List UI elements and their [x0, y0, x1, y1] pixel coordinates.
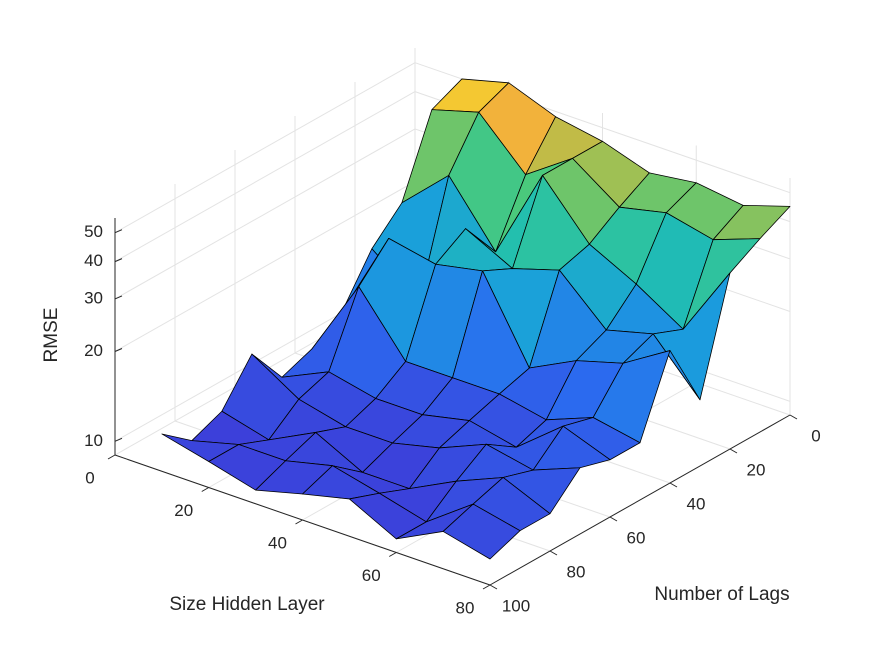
y-tick-label: 20 — [747, 460, 766, 479]
z-tick-label: 30 — [84, 288, 103, 307]
z-tick — [114, 229, 123, 234]
x-tick-label: 20 — [174, 501, 193, 520]
y-tick-label: 0 — [811, 426, 820, 445]
z-tick-label: 50 — [84, 222, 103, 241]
z-tick-label: 40 — [84, 251, 103, 270]
grid-line — [114, 181, 416, 352]
x-tick — [107, 454, 116, 460]
y-tick — [669, 482, 678, 488]
z-tick — [114, 258, 123, 263]
x-tick-label: 0 — [85, 468, 94, 487]
x-tick — [482, 584, 491, 590]
grid-line — [114, 128, 416, 300]
z-tick-label: 20 — [84, 341, 103, 360]
grid-line — [114, 91, 416, 263]
x-tick — [389, 552, 397, 557]
y-axis-label: Number of Lags — [654, 584, 789, 605]
z-axis-label: RMSE — [41, 308, 62, 363]
x-tick — [295, 519, 303, 525]
x-axis-label: Size Hidden Layer — [169, 594, 325, 615]
y-tick — [789, 414, 798, 420]
y-axis — [489, 414, 791, 586]
x-tick-label: 80 — [456, 598, 475, 617]
grid-line — [114, 62, 416, 234]
y-tick — [609, 516, 618, 522]
y-tick — [489, 584, 498, 590]
x-tick-label: 40 — [268, 533, 287, 552]
y-tick — [729, 448, 738, 454]
x-tick-label: 60 — [362, 566, 381, 585]
z-tick — [114, 348, 123, 352]
y-tick-label: 60 — [627, 528, 646, 547]
z-tick — [114, 437, 123, 442]
surface-patch — [442, 503, 521, 560]
y-tick-label: 80 — [567, 562, 586, 581]
y-tick — [549, 550, 558, 556]
x-tick — [201, 487, 209, 492]
z-tick — [114, 295, 123, 300]
z-tick-label: 10 — [84, 431, 103, 450]
y-tick-label: 100 — [502, 596, 530, 615]
y-tick-label: 40 — [687, 494, 706, 513]
